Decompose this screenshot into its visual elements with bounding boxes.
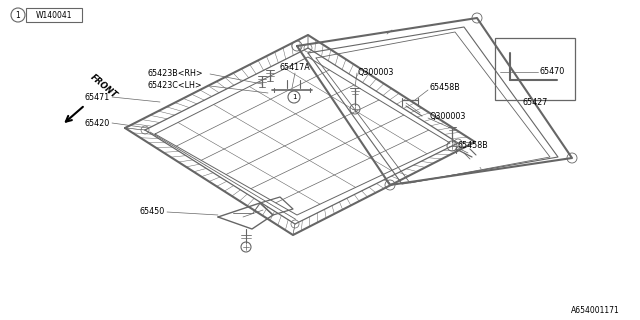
Text: 65423B<RH>: 65423B<RH> — [148, 69, 204, 78]
Bar — [495, 38, 575, 100]
Bar — [26, 8, 82, 22]
Text: 1: 1 — [15, 11, 20, 20]
Text: Q300003: Q300003 — [430, 113, 467, 122]
Text: 1: 1 — [292, 94, 296, 100]
Text: 65417A: 65417A — [280, 63, 310, 72]
Text: 65458B: 65458B — [430, 84, 461, 92]
Text: 65427: 65427 — [522, 98, 548, 107]
Text: 65471: 65471 — [84, 92, 110, 101]
Text: 65458B: 65458B — [458, 140, 489, 149]
Text: 65423C<LH>: 65423C<LH> — [148, 82, 203, 91]
Text: 65450: 65450 — [140, 207, 165, 217]
Text: FRONT: FRONT — [89, 72, 120, 100]
Text: 65420: 65420 — [84, 118, 110, 127]
Text: A654001171: A654001171 — [572, 306, 620, 315]
Text: Q300003: Q300003 — [358, 68, 394, 77]
Text: W140041: W140041 — [36, 11, 72, 20]
Text: 65470: 65470 — [540, 68, 565, 76]
